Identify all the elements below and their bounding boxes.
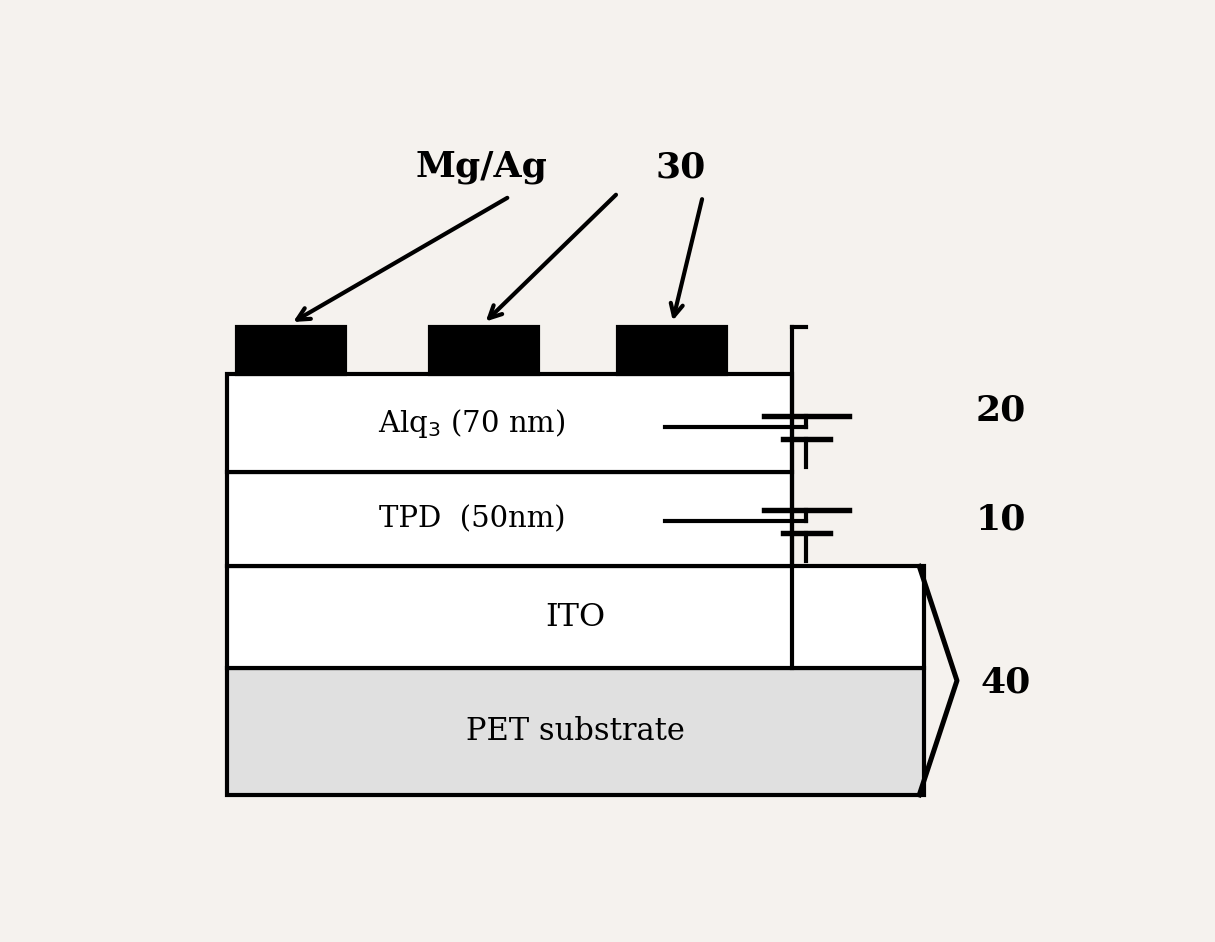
- Bar: [227, 668, 923, 795]
- Text: PET substrate: PET substrate: [467, 716, 685, 747]
- Bar: [430, 327, 538, 374]
- Text: TPD  (50nm): TPD (50nm): [379, 505, 565, 533]
- Bar: [237, 327, 345, 374]
- Text: Mg/Ag: Mg/Ag: [416, 151, 548, 185]
- Text: 40: 40: [981, 665, 1030, 699]
- Bar: [227, 374, 792, 472]
- Bar: [227, 472, 792, 566]
- Text: ITO: ITO: [546, 602, 605, 633]
- Text: 10: 10: [976, 502, 1027, 536]
- Bar: [618, 327, 727, 374]
- Text: 30: 30: [656, 151, 706, 185]
- Bar: [227, 566, 923, 668]
- Text: 20: 20: [976, 394, 1027, 428]
- Text: Alq$_3$ (70 nm): Alq$_3$ (70 nm): [378, 407, 566, 440]
